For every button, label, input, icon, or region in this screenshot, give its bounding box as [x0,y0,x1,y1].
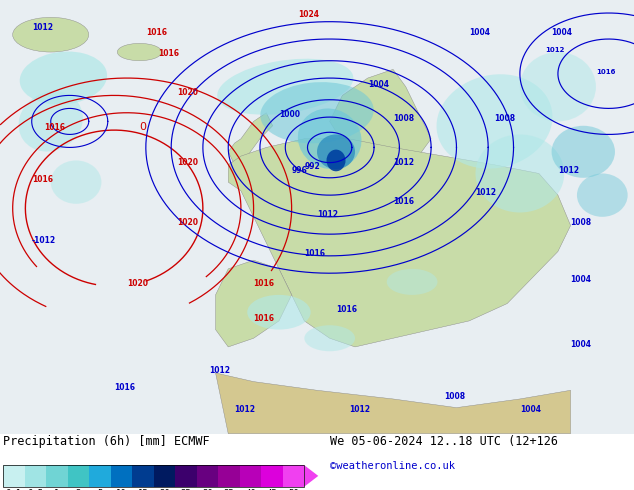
Ellipse shape [577,173,628,217]
Bar [240,465,261,487]
Text: 1012: 1012 [209,366,230,375]
Ellipse shape [304,325,355,351]
Text: 1020: 1020 [178,88,198,98]
Bar [68,465,89,487]
Ellipse shape [217,59,353,115]
Polygon shape [216,260,292,347]
Text: 25: 25 [181,489,191,490]
Bar [283,465,304,487]
Bar [133,465,153,487]
Polygon shape [330,70,431,173]
Text: 1000: 1000 [279,110,300,119]
Ellipse shape [476,134,564,213]
Text: 992: 992 [304,162,320,171]
Bar [261,465,283,487]
Text: 1016: 1016 [393,197,414,206]
Text: 1008: 1008 [495,115,515,123]
Ellipse shape [13,17,89,52]
Ellipse shape [437,74,552,169]
Text: 1: 1 [55,489,60,490]
Ellipse shape [387,269,437,295]
Text: 1020: 1020 [127,279,148,288]
Text: 1004: 1004 [520,405,541,414]
Text: 1012: 1012 [393,158,414,167]
Ellipse shape [298,108,361,169]
Text: 2: 2 [76,489,81,490]
Text: 1016: 1016 [304,249,325,258]
Bar [46,465,68,487]
Text: 1004: 1004 [368,80,389,89]
Text: 1004: 1004 [571,275,592,284]
Ellipse shape [247,295,311,330]
Text: 1012: 1012 [545,47,565,53]
Text: 1016: 1016 [596,69,616,74]
Bar [218,465,240,487]
Text: Precipitation (6h) [mm] ECMWF: Precipitation (6h) [mm] ECMWF [3,435,210,448]
Ellipse shape [20,51,107,105]
Ellipse shape [18,91,83,151]
Text: 0.1: 0.1 [6,489,22,490]
Text: 5: 5 [97,489,103,490]
Bar [153,465,175,487]
Text: 1016: 1016 [44,123,65,132]
Text: 35: 35 [224,489,235,490]
Text: 40: 40 [245,489,256,490]
Text: 50: 50 [288,489,299,490]
Text: 1012: 1012 [476,188,496,197]
Text: 996: 996 [292,167,307,175]
Polygon shape [228,139,571,347]
Text: 1024: 1024 [298,10,319,19]
Bar [3,465,304,487]
Ellipse shape [317,134,355,169]
Polygon shape [216,373,571,434]
Text: We 05-06-2024 12..18 UTC (12+126: We 05-06-2024 12..18 UTC (12+126 [330,435,558,448]
Ellipse shape [552,126,615,178]
Ellipse shape [117,44,162,61]
Text: 0: 0 [139,122,146,132]
Bar [89,465,111,487]
Text: 1004: 1004 [469,28,490,37]
Text: 1016: 1016 [336,305,357,314]
Ellipse shape [261,82,373,144]
Text: ©weatheronline.co.uk: ©weatheronline.co.uk [330,461,455,471]
Text: 1008: 1008 [571,219,592,227]
Text: 15: 15 [138,489,148,490]
Polygon shape [228,113,273,165]
Text: 1016: 1016 [254,279,275,288]
Bar [175,465,197,487]
Ellipse shape [51,160,101,204]
Text: 1016: 1016 [114,383,135,392]
Text: 30: 30 [202,489,213,490]
Ellipse shape [520,52,596,122]
Text: 1016: 1016 [146,28,167,37]
Text: 1020: 1020 [178,158,198,167]
Text: 20: 20 [159,489,170,490]
Bar [197,465,218,487]
Text: 1012: 1012 [32,24,53,32]
Text: 1008: 1008 [393,115,414,123]
Text: 45: 45 [267,489,278,490]
Ellipse shape [327,149,346,171]
Text: 1016: 1016 [254,314,275,323]
Bar [25,465,46,487]
Polygon shape [304,465,318,487]
Bar [3,465,25,487]
Text: 1012: 1012 [317,210,338,219]
Text: 1012: 1012 [558,167,579,175]
Text: 1012: 1012 [235,405,256,414]
Text: 1004: 1004 [571,340,592,349]
Text: 10: 10 [116,489,127,490]
Text: 1008: 1008 [444,392,465,401]
Text: 1004: 1004 [552,28,573,37]
Bar [111,465,133,487]
Text: 1012: 1012 [349,405,370,414]
Text: 0.5: 0.5 [27,489,44,490]
Text: 1016: 1016 [158,49,179,58]
Text: 1020: 1020 [178,219,198,227]
Text: 1016: 1016 [32,175,53,184]
Text: -1012: -1012 [32,236,56,245]
